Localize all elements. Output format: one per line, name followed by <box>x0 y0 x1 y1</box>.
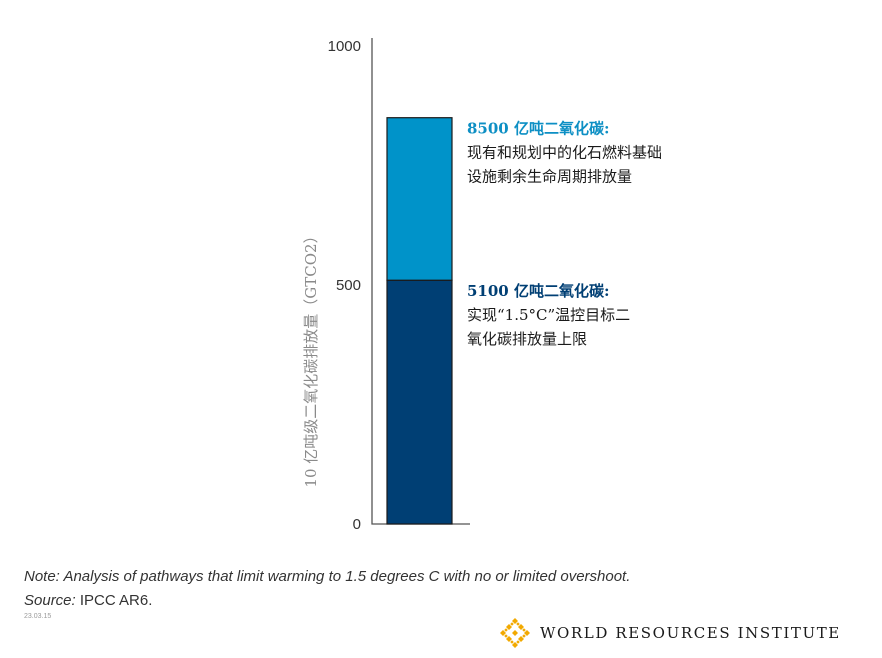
logo-diamond <box>510 640 514 644</box>
logo-diamond <box>500 630 506 636</box>
source-value: IPCC AR6. <box>79 592 153 609</box>
date-code: 23.03.15 <box>24 613 52 620</box>
logo-diamond <box>516 640 520 644</box>
logo-diamond <box>510 622 514 626</box>
annotation-line: 实现“1.5°C”温控目标二 <box>467 306 630 324</box>
y-axis-title: 10 亿吨级二氧化碳排放量（GTCO2） <box>302 228 320 487</box>
bar-segment-1 <box>386 279 453 525</box>
source-label: Source: <box>24 592 76 609</box>
logo-diamond <box>506 636 512 642</box>
annotation-heading: 5100 亿吨二氧化碳: <box>467 282 610 300</box>
chart-note: Note: Analysis of pathways that limit wa… <box>24 568 631 585</box>
bar-segments <box>386 117 453 525</box>
logo-diamond <box>518 636 524 642</box>
annotation-heading: 8500 亿吨二氧化碳: <box>467 120 610 138</box>
logo-diamond <box>518 624 524 630</box>
logo-diamond <box>524 630 530 636</box>
logo-diamond <box>522 634 526 638</box>
wri-logo-text: WORLD RESOURCES INSTITUTE <box>540 624 841 642</box>
logo-diamond <box>504 628 508 632</box>
annotation-line: 氧化碳排放量上限 <box>467 330 587 348</box>
y-tick-label: 500 <box>336 277 361 294</box>
wri-logo[interactable]: WORLD RESOURCES INSTITUTE <box>500 618 841 648</box>
logo-diamond <box>516 622 520 626</box>
logo-diamond <box>512 630 518 636</box>
annotation-line: 现有和规划中的化石燃料基础 <box>467 144 662 162</box>
chart-source: Source: IPCC AR6. <box>24 592 152 609</box>
bar-segment-2 <box>386 117 453 281</box>
y-tick-label: 1000 <box>328 38 361 55</box>
logo-diamond <box>504 634 508 638</box>
annotation-line: 设施剩余生命周期排放量 <box>467 168 632 186</box>
logo-diamond <box>512 642 518 648</box>
wri-logo-mark-icon <box>500 618 530 648</box>
logo-diamond <box>512 618 518 624</box>
logo-diamond <box>522 628 526 632</box>
logo-diamond <box>506 624 512 630</box>
y-tick-label: 0 <box>353 516 361 533</box>
